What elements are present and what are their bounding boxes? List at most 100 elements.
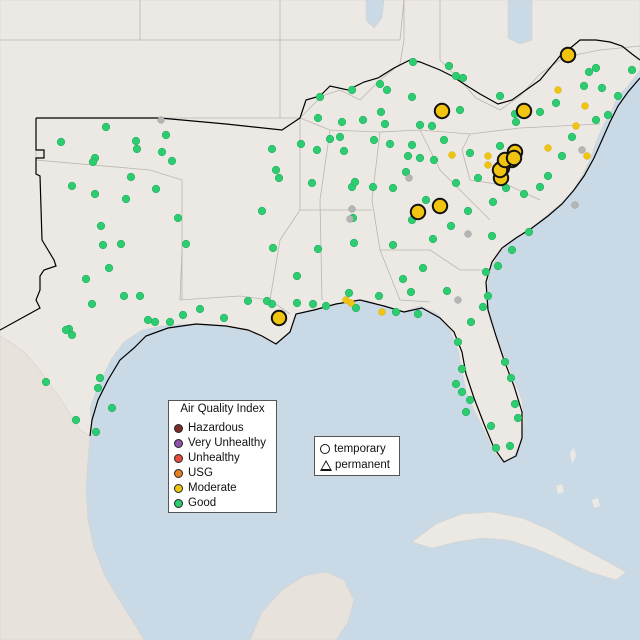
no-data-monitors <box>157 116 586 304</box>
good-monitor-marker <box>524 227 534 237</box>
good-monitor-marker <box>107 403 117 413</box>
good-monitor-marker <box>557 151 567 161</box>
good-monitor-marker <box>591 63 601 73</box>
good-monitor-marker <box>513 413 523 423</box>
good-monitor-marker <box>369 135 379 145</box>
good-monitor-marker <box>446 221 456 231</box>
legend-label: Good <box>188 497 217 509</box>
moderate-temporary-marker <box>433 102 451 120</box>
moderate-temporary-marker <box>559 46 577 64</box>
good-monitor-marker <box>551 98 561 108</box>
moderate-monitor-marker <box>583 152 591 160</box>
good-monitor-marker <box>165 317 175 327</box>
legend-item-permanent: permanent <box>320 458 390 472</box>
good-monitor-marker <box>87 299 97 309</box>
good-monitor-marker <box>473 173 483 183</box>
good-monitor-marker <box>567 132 577 142</box>
moderate-monitor-marker <box>572 122 580 130</box>
good-monitor-marker <box>398 274 408 284</box>
us-land <box>0 0 640 463</box>
moderate-monitor-marker <box>448 151 456 159</box>
good-monitor-marker <box>41 377 51 387</box>
good-monitor-marker <box>407 140 417 150</box>
good-monitor-marker <box>321 301 331 311</box>
good-monitor-marker <box>491 443 501 453</box>
legend-label: Moderate <box>188 482 237 494</box>
very-unhealthy-swatch-icon <box>174 438 183 448</box>
good-monitor-marker <box>268 243 278 253</box>
no-data-monitor-marker <box>405 174 413 182</box>
good-monitor-marker <box>81 274 91 284</box>
good-monitor-marker <box>219 313 229 323</box>
good-monitor-marker <box>91 427 101 437</box>
good-monitor-marker <box>167 156 177 166</box>
no-data-monitor-marker <box>454 296 462 304</box>
legend-item-good: Good <box>174 496 216 510</box>
no-data-monitor-marker <box>348 205 356 213</box>
moderate-temporary-marker <box>270 309 288 327</box>
good-monitor-marker <box>403 151 413 161</box>
good-monitor-marker <box>519 189 529 199</box>
good-monitor-marker <box>267 144 277 154</box>
good-monitor-marker <box>543 171 553 181</box>
good-monitor-marker <box>312 145 322 155</box>
good-monitor-marker <box>463 206 473 216</box>
good-monitor-marker <box>351 303 361 313</box>
good-monitor-marker <box>132 144 142 154</box>
good-monitor-marker <box>535 182 545 192</box>
legend-item-usg: USG <box>174 466 213 480</box>
good-monitor-marker <box>98 240 108 250</box>
legend-label: Hazardous <box>188 422 244 434</box>
usg-swatch-icon <box>174 468 183 478</box>
good-monitor-marker <box>382 85 392 95</box>
legend-item-very-unhealthy: Very Unhealthy <box>174 436 266 450</box>
good-monitor-marker <box>453 337 463 347</box>
legend-label: permanent <box>335 459 390 471</box>
aqi-legend-title: Air Quality Index <box>180 403 265 415</box>
good-monitor-marker <box>579 81 589 91</box>
good-monitor-marker <box>151 184 161 194</box>
good-monitor-marker <box>335 132 345 142</box>
lake-erie <box>507 0 533 45</box>
good-monitor-marker <box>427 121 437 131</box>
good-monitor-marker <box>500 357 510 367</box>
good-monitor-marker <box>257 206 267 216</box>
region-outline <box>0 39 640 463</box>
good-monitor-marker <box>292 298 302 308</box>
good-monitor-marker <box>451 178 461 188</box>
moderate-swatch-icon <box>174 483 183 493</box>
good-monitor-marker <box>347 85 357 95</box>
good-monitor-marker <box>535 107 545 117</box>
good-monitor-marker <box>135 291 145 301</box>
good-monitor-marker <box>344 288 354 298</box>
good-monitor-marker <box>495 141 505 151</box>
good-monitor-marker <box>406 287 416 297</box>
good-monitor-marker <box>95 373 105 383</box>
no-data-monitor-marker <box>346 215 354 223</box>
good-monitors <box>41 57 637 453</box>
good-monitor-marker <box>415 120 425 130</box>
no-data-monitor-marker <box>157 116 165 124</box>
moderate-temporary-marker <box>409 203 427 221</box>
good-monitor-marker <box>375 79 385 89</box>
good-monitor-marker <box>88 157 98 167</box>
good-monitor-marker <box>429 155 439 165</box>
good-monitor-marker <box>627 65 637 75</box>
lake-michigan <box>365 0 385 29</box>
good-monitor-marker <box>505 441 515 451</box>
good-monitor-marker <box>67 330 77 340</box>
good-monitor-marker <box>90 189 100 199</box>
good-monitor-marker <box>126 172 136 182</box>
good-monitor-marker <box>507 245 517 255</box>
good-monitor-marker <box>451 379 461 389</box>
good-monitor-marker <box>368 182 378 192</box>
good-monitor-marker <box>119 291 129 301</box>
good-monitor-marker <box>181 239 191 249</box>
good-monitor-marker <box>421 195 431 205</box>
moderate-temporary-marker <box>431 197 449 215</box>
good-monitor-marker <box>466 317 476 327</box>
good-monitor-marker <box>487 231 497 241</box>
legend-label: Unhealthy <box>188 452 240 464</box>
moderate-temporary-marker <box>515 102 533 120</box>
